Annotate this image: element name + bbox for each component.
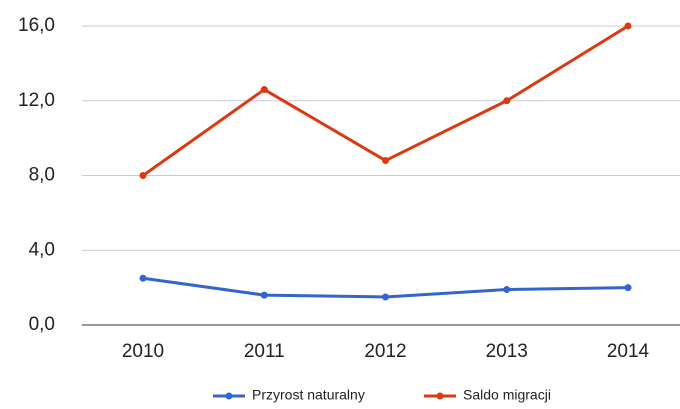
point	[503, 285, 511, 293]
legend-dot	[225, 392, 233, 400]
point	[624, 284, 632, 292]
x-tick-label: 2014	[607, 341, 650, 362]
y-tick-label: 12,0	[18, 90, 55, 111]
point	[260, 291, 268, 299]
x-tick-label: 2012	[364, 341, 406, 362]
y-tick-label: 0,0	[29, 314, 55, 335]
point	[382, 157, 389, 165]
y-tick-label: 16,0	[18, 15, 55, 36]
point	[139, 274, 147, 282]
point	[382, 293, 389, 301]
x-tick-label: 2010	[122, 341, 164, 362]
point	[624, 22, 632, 30]
x-tick-label: 2013	[486, 341, 528, 362]
y-tick-label: 8,0	[29, 165, 55, 186]
point	[260, 86, 268, 94]
legend-label: Przyrost naturalny	[252, 387, 365, 403]
x-tick-label: 2011	[244, 341, 285, 362]
point	[139, 172, 147, 179]
y-tick-label: 4,0	[29, 239, 55, 260]
legend-dot	[436, 392, 444, 400]
legend-label: Saldo migracji	[463, 387, 551, 403]
point	[503, 97, 511, 105]
